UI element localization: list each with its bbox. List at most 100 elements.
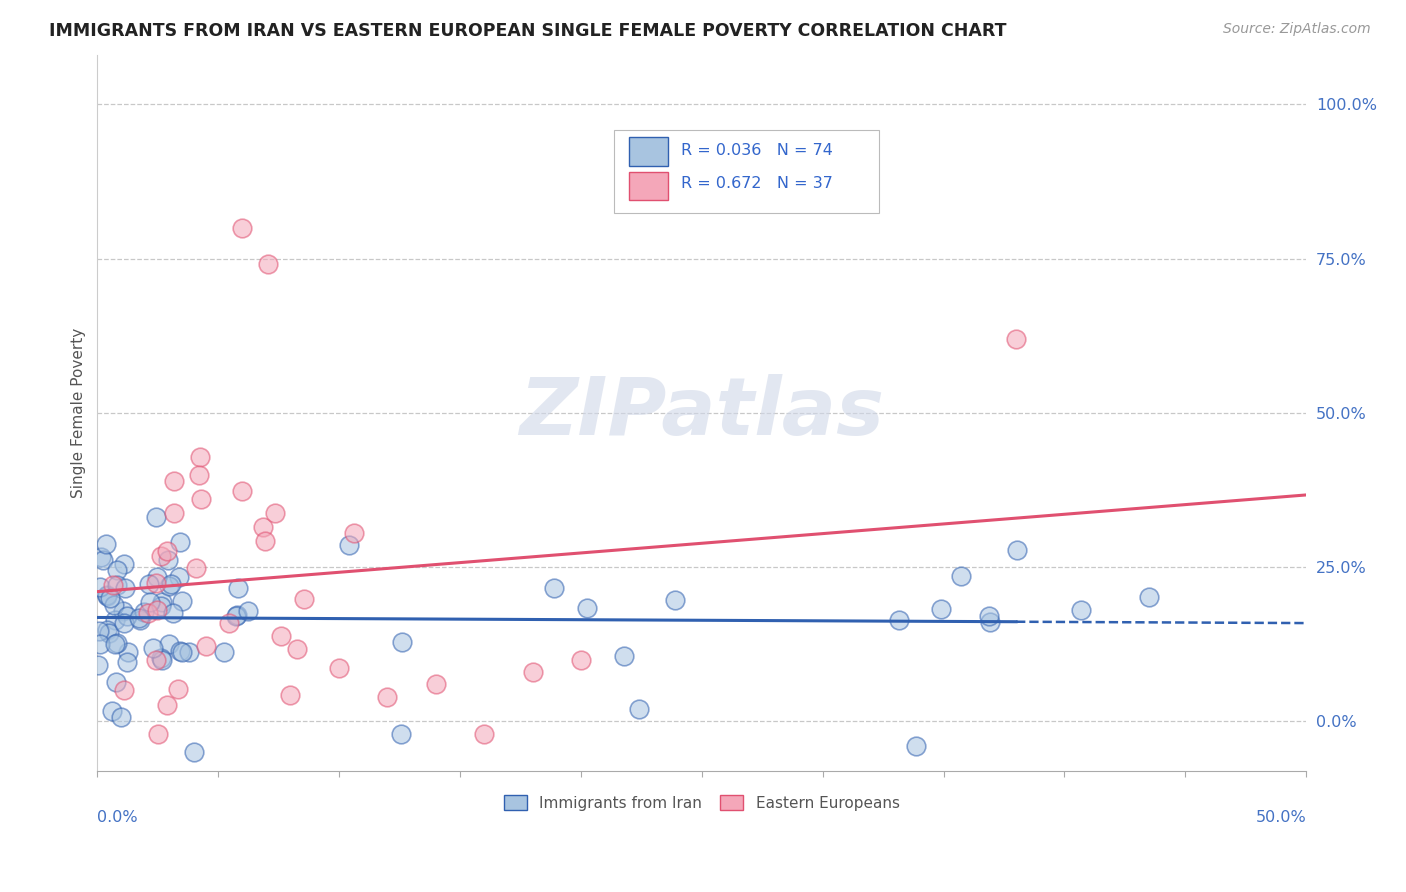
Point bbox=[543, 581, 565, 595]
Point bbox=[150, 653, 173, 667]
Point bbox=[163, 506, 186, 520]
Point bbox=[104, 614, 127, 628]
Point bbox=[105, 578, 128, 592]
Point bbox=[94, 537, 117, 551]
Point bbox=[195, 640, 218, 654]
Point bbox=[104, 637, 127, 651]
Point bbox=[179, 645, 201, 659]
Y-axis label: Single Female Poverty: Single Female Poverty bbox=[72, 327, 86, 498]
Point bbox=[253, 534, 276, 549]
Point bbox=[929, 602, 952, 616]
Point bbox=[472, 727, 495, 741]
Point bbox=[96, 588, 118, 602]
Point bbox=[145, 653, 167, 667]
Point bbox=[263, 506, 285, 520]
Point bbox=[979, 609, 1001, 624]
Point bbox=[337, 538, 360, 552]
Point bbox=[285, 641, 308, 656]
Point bbox=[664, 593, 686, 607]
Point bbox=[136, 606, 159, 620]
Point bbox=[159, 577, 181, 591]
Text: 50.0%: 50.0% bbox=[1256, 810, 1306, 825]
Point bbox=[87, 658, 110, 673]
Point bbox=[98, 591, 121, 606]
Point bbox=[156, 698, 179, 713]
Point bbox=[190, 492, 212, 507]
Text: Source: ZipAtlas.com: Source: ZipAtlas.com bbox=[1223, 22, 1371, 37]
Point bbox=[167, 681, 190, 696]
Point bbox=[110, 710, 132, 724]
Point bbox=[231, 483, 253, 498]
Point bbox=[96, 624, 118, 638]
Point bbox=[188, 467, 211, 482]
Point bbox=[1139, 590, 1161, 604]
Point bbox=[101, 578, 124, 592]
Point bbox=[425, 677, 447, 691]
Point bbox=[328, 661, 350, 675]
Point bbox=[128, 611, 150, 625]
Point bbox=[231, 220, 253, 235]
Point bbox=[150, 595, 173, 609]
Text: 0.0%: 0.0% bbox=[97, 810, 138, 825]
Point bbox=[163, 474, 186, 488]
Point bbox=[225, 609, 247, 624]
Point bbox=[613, 649, 636, 664]
Point bbox=[236, 604, 259, 618]
Point bbox=[256, 257, 278, 271]
FancyBboxPatch shape bbox=[630, 172, 668, 201]
Point bbox=[157, 637, 180, 651]
Point bbox=[150, 651, 173, 665]
Text: R = 0.672   N = 37: R = 0.672 N = 37 bbox=[682, 177, 834, 192]
Point bbox=[112, 683, 135, 698]
FancyBboxPatch shape bbox=[630, 137, 668, 166]
Point bbox=[1005, 332, 1028, 346]
Point bbox=[627, 702, 650, 716]
Point bbox=[169, 644, 191, 658]
Point bbox=[138, 576, 160, 591]
Point bbox=[226, 607, 249, 622]
Point bbox=[292, 591, 315, 606]
Point bbox=[142, 640, 165, 655]
Point bbox=[89, 580, 111, 594]
Point bbox=[112, 615, 135, 630]
Point bbox=[979, 615, 1001, 630]
Text: ZIPatlas: ZIPatlas bbox=[519, 374, 884, 452]
Point bbox=[87, 624, 110, 638]
Point bbox=[132, 605, 155, 619]
Point bbox=[569, 653, 592, 667]
Point bbox=[156, 544, 179, 558]
Point bbox=[522, 665, 544, 679]
Point bbox=[115, 655, 138, 669]
Point bbox=[145, 575, 167, 590]
Point bbox=[112, 557, 135, 571]
Legend: Immigrants from Iran, Eastern Europeans: Immigrants from Iran, Eastern Europeans bbox=[498, 789, 905, 817]
Point bbox=[105, 636, 128, 650]
Point bbox=[186, 561, 208, 575]
Point bbox=[904, 739, 927, 753]
Point bbox=[170, 594, 193, 608]
Point bbox=[169, 570, 191, 584]
Point bbox=[117, 645, 139, 659]
Point bbox=[576, 600, 599, 615]
Point bbox=[105, 674, 128, 689]
Point bbox=[1007, 543, 1029, 558]
Point bbox=[150, 599, 173, 614]
Point bbox=[950, 568, 973, 582]
Point bbox=[218, 615, 240, 630]
Point bbox=[145, 509, 167, 524]
Point bbox=[157, 553, 180, 567]
Point bbox=[270, 628, 292, 642]
Point bbox=[89, 637, 111, 651]
Point bbox=[105, 563, 128, 577]
Point bbox=[103, 598, 125, 612]
Point bbox=[115, 609, 138, 624]
Point bbox=[90, 549, 112, 564]
Point bbox=[170, 645, 193, 659]
Point bbox=[212, 645, 235, 659]
Point bbox=[149, 549, 172, 564]
Point bbox=[91, 552, 114, 566]
Point bbox=[343, 526, 366, 541]
Point bbox=[129, 613, 152, 627]
Point bbox=[101, 705, 124, 719]
Point bbox=[183, 745, 205, 759]
